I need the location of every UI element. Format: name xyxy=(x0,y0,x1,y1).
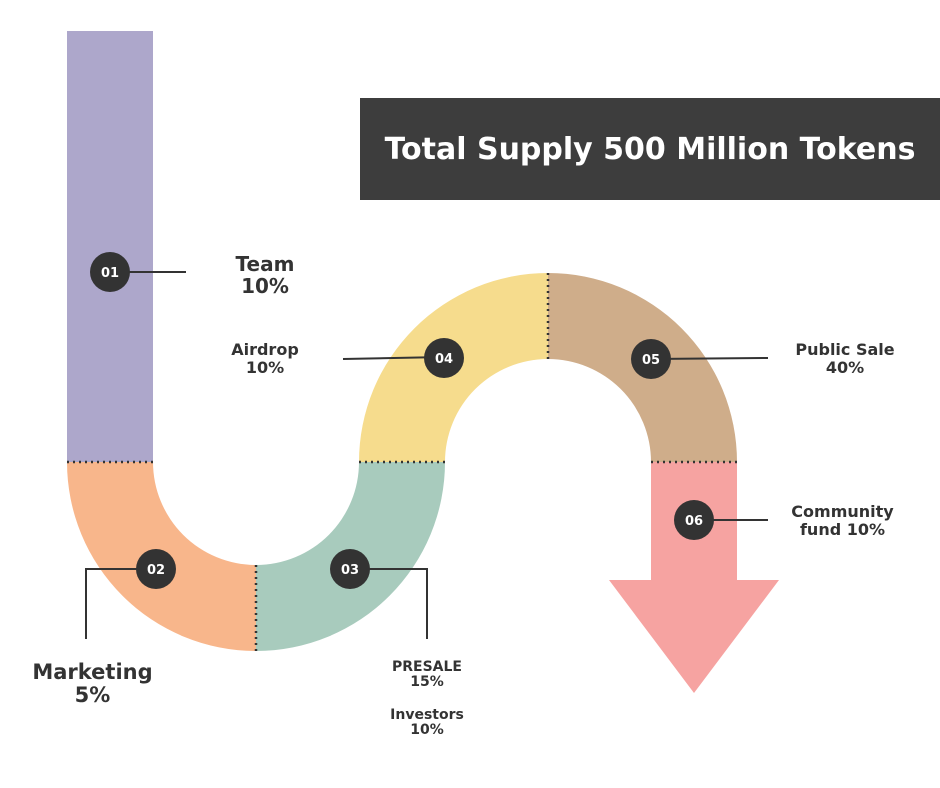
label-presale-name: PRESALE xyxy=(391,659,462,675)
svg-text:01: 01 xyxy=(101,266,119,281)
svg-text:03: 03 xyxy=(341,563,359,578)
badge-05: 05 xyxy=(631,339,671,379)
label-team: Team 10% xyxy=(215,253,315,297)
label-community-fund-name: Community xyxy=(791,502,894,521)
label-investors: Investors 10% xyxy=(372,707,482,739)
label-public-sale-name: Public Sale xyxy=(795,340,895,359)
label-marketing-value: 5% xyxy=(74,683,111,708)
segment-community-fund xyxy=(609,462,779,693)
svg-text:04: 04 xyxy=(435,352,453,367)
badge-04: 04 xyxy=(424,338,464,378)
badge-02: 02 xyxy=(136,549,176,589)
label-airdrop-value: 10% xyxy=(245,357,285,377)
label-public-sale-value: 40% xyxy=(825,357,865,377)
svg-text:02: 02 xyxy=(147,563,165,578)
leader-lines xyxy=(85,271,769,639)
label-presale-value: 15% xyxy=(410,674,444,691)
label-airdrop-name: Airdrop xyxy=(231,340,299,359)
label-community-fund-value: fund 10% xyxy=(799,519,886,539)
label-presale: PRESALE 15% xyxy=(372,659,482,691)
label-investors-name: Investors xyxy=(390,707,464,723)
segment-team xyxy=(67,31,153,462)
svg-text:06: 06 xyxy=(685,514,703,529)
label-marketing: Marketing 5% xyxy=(15,660,170,708)
label-team-name: Team xyxy=(235,252,295,276)
badge-06: 06 xyxy=(674,500,714,540)
label-investors-value: 10% xyxy=(410,722,444,739)
label-public-sale: Public Sale 40% xyxy=(780,341,910,376)
label-airdrop: Airdrop 10% xyxy=(215,341,315,376)
svg-text:05: 05 xyxy=(642,353,660,368)
badge-03: 03 xyxy=(330,549,370,589)
label-community-fund: Community fund 10% xyxy=(775,503,910,538)
label-marketing-name: Marketing xyxy=(32,660,153,684)
label-team-value: 10% xyxy=(241,274,289,298)
badge-01: 01 xyxy=(90,252,130,292)
segment-dividers xyxy=(67,273,737,651)
page-title: Total Supply 500 Million Tokens xyxy=(360,98,940,200)
